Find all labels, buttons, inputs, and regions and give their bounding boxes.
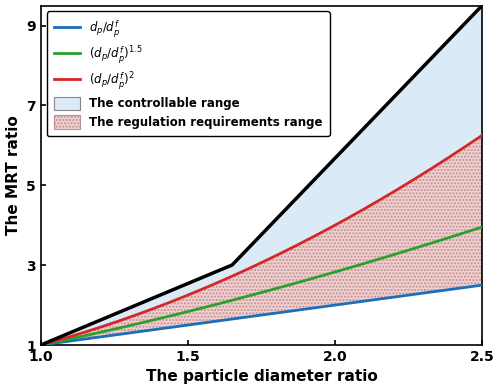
X-axis label: The particle diameter ratio: The particle diameter ratio: [146, 369, 378, 385]
Y-axis label: The MRT ratio: The MRT ratio: [6, 115, 20, 235]
Legend: $d_p/d_p^f$, $(d_p/d_p^f)^{1.5}$, $(d_p/d_p^f)^{2}$, The controllable range, The: $d_p/d_p^f$, $(d_p/d_p^f)^{1.5}$, $(d_p/…: [46, 11, 330, 136]
